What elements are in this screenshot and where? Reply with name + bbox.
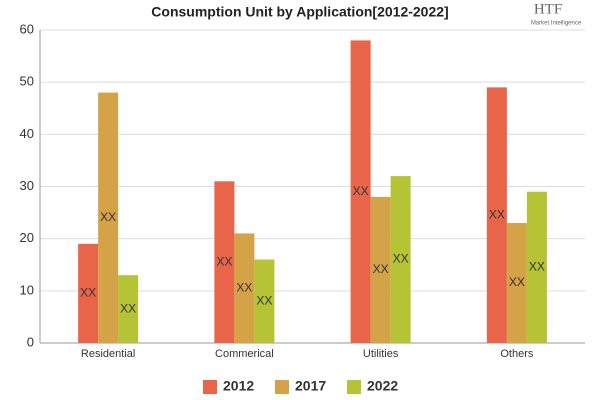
legend-swatch bbox=[275, 380, 289, 394]
legend-swatch bbox=[347, 380, 361, 394]
logo-mark: HTF bbox=[534, 1, 562, 17]
y-tick-label: 0 bbox=[27, 334, 34, 349]
y-tick-label: 60 bbox=[20, 21, 34, 36]
legend-label: 2012 bbox=[223, 378, 254, 394]
bar bbox=[350, 40, 371, 343]
value-label: XX bbox=[489, 207, 505, 221]
bar bbox=[214, 181, 235, 343]
y-tick-label: 30 bbox=[20, 178, 34, 193]
value-label: XX bbox=[373, 262, 389, 276]
bar bbox=[118, 275, 139, 343]
bar bbox=[526, 191, 547, 343]
value-label: XX bbox=[509, 275, 525, 289]
legend-swatch bbox=[203, 380, 217, 394]
bar bbox=[390, 176, 411, 343]
y-tick-label: 10 bbox=[20, 282, 34, 297]
y-tick-label: 40 bbox=[20, 126, 34, 141]
legend-label: 2022 bbox=[367, 378, 398, 394]
legend-label: 2017 bbox=[295, 378, 326, 394]
bar bbox=[254, 259, 275, 343]
x-tick-label: Utilities bbox=[363, 348, 399, 360]
x-tick-label: Commerical bbox=[215, 348, 274, 360]
value-label: XX bbox=[529, 260, 545, 274]
bar bbox=[98, 92, 119, 343]
value-label: XX bbox=[256, 293, 272, 307]
bar bbox=[506, 223, 527, 343]
x-tick-label: Residential bbox=[81, 348, 135, 360]
value-label: XX bbox=[236, 280, 252, 294]
logo-tagline: Market Intelligence bbox=[531, 21, 582, 27]
value-label: XX bbox=[120, 301, 136, 315]
x-tick-label: Others bbox=[500, 348, 534, 360]
value-label: XX bbox=[353, 184, 369, 198]
y-tick-label: 50 bbox=[20, 74, 34, 89]
chart-title: Consumption Unit by Application[2012-202… bbox=[151, 4, 448, 20]
bar bbox=[486, 87, 507, 343]
bar bbox=[370, 196, 391, 343]
value-label: XX bbox=[80, 286, 96, 300]
bar bbox=[234, 233, 255, 343]
value-label: XX bbox=[216, 254, 232, 268]
bar bbox=[78, 243, 99, 343]
value-label: XX bbox=[393, 252, 409, 266]
value-label: XX bbox=[100, 210, 116, 224]
y-tick-label: 20 bbox=[20, 230, 34, 245]
